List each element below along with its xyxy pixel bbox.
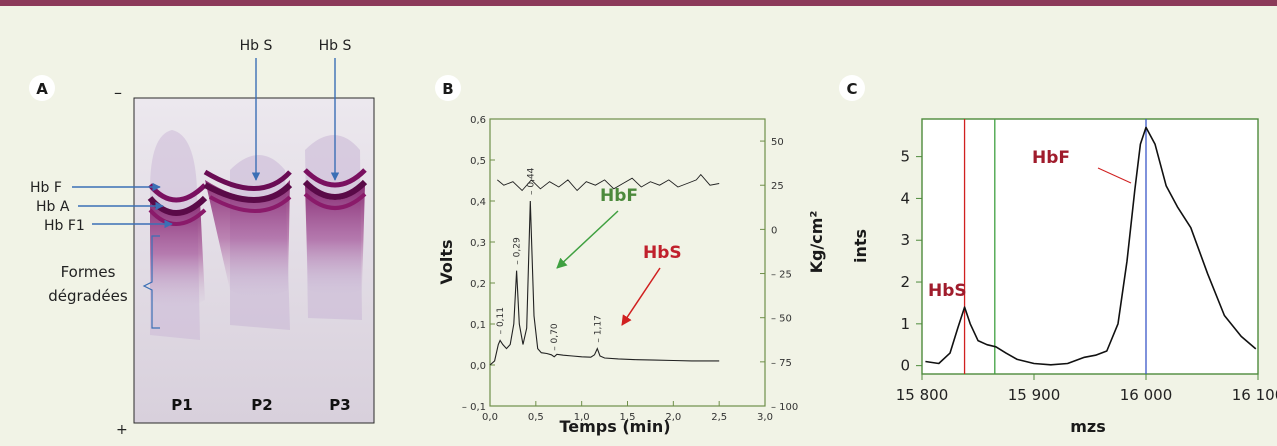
panel-b-ytick-label: 0,0 (470, 361, 486, 372)
panel-c-spectrum-line (925, 126, 1257, 366)
panel-b-ytick-label: 0,4 (470, 197, 486, 208)
hba-label: Hb A (36, 199, 70, 215)
panel-b-xtick-label: 0,0 (482, 412, 498, 423)
hbs-label-lane-2: Hb S (240, 38, 273, 54)
panel-c-xtick-label: 16 100 (1232, 386, 1277, 404)
gel-lane-p1 (147, 130, 208, 340)
panel-b-peak-label: – 0,44 (526, 167, 536, 195)
panel-b-ytick-right-label: 0 (771, 225, 777, 236)
panel-b-ytick-right-label: – 50 (771, 314, 792, 325)
panel-b-chromatogram-line (489, 200, 720, 366)
panel-b-hbf-arrow (556, 210, 619, 269)
panel-b-ytick-label: 0,3 (470, 238, 486, 249)
panel-b-peak-label: – 1,17 (593, 315, 603, 342)
panel-b-xtick-label: 2,5 (711, 412, 727, 423)
panel-b-ytick-label: 0,6 (470, 115, 486, 126)
panel-c-badge-text: C (846, 80, 857, 98)
gel-minus-sign: – (114, 83, 122, 102)
panel-b-ylabel-left: Volts (437, 239, 456, 284)
panel-c-ytick-label: 1 (900, 315, 910, 333)
panel-c-ytick-label: 4 (900, 189, 910, 207)
panel-b-hbf-annotation: HbF (600, 186, 638, 206)
panel-b-peak-label: – 0,70 (550, 323, 560, 351)
panel-b-ytick-label: 0,5 (470, 156, 486, 167)
panel-b-peak-label: – 0,11 (496, 307, 506, 334)
panel-a-badge (29, 75, 55, 101)
panel-c-ytick-label: 3 (900, 231, 910, 249)
panel-b-hbs-annotation: HbS (643, 243, 682, 263)
panel-c-ytick-label: 2 (900, 273, 910, 291)
degraded-label-line1: Formes (61, 263, 116, 281)
panel-c-frame (921, 118, 1259, 375)
panel-c-xtick-label: 15 800 (896, 386, 949, 404)
panel-b-xtick-label: 2,0 (665, 412, 681, 423)
panel-b-ytick-right-label: – 25 (771, 270, 792, 281)
panel-b-ytick-label: 0,2 (470, 279, 486, 290)
degraded-label-line2: dégradées (48, 287, 128, 305)
panel-b-peak-label: – 0,29 (513, 237, 523, 265)
gel-plus-sign: + (116, 422, 128, 438)
hbf-label: Hb F (30, 180, 62, 196)
panel-c-xlabel: mzs (1070, 417, 1106, 436)
panel-c-hbs-annotation: HbS (928, 281, 967, 301)
panel-c-xtick-label: 16 000 (1120, 386, 1173, 404)
panel-b-xlabel: Temps (min) (559, 417, 670, 436)
degraded-bracket (142, 235, 160, 329)
gel-lane-p2 (203, 155, 293, 330)
panel-c-xtick-label: 15 900 (1008, 386, 1061, 404)
panel-c-hbf-pointer (1097, 167, 1132, 184)
panel-b-ylabel-right: Kg/cm² (807, 211, 826, 274)
panel-b-ytick-right-label: – 75 (771, 358, 792, 369)
panel-b-xtick-label: 0,5 (528, 412, 544, 423)
hbs-label-lane-3: Hb S (319, 38, 352, 54)
panel-b-ytick-right-label: 50 (771, 137, 784, 148)
panel-c-ytick-label: 5 (900, 148, 910, 166)
panel-a-badge-text: A (36, 80, 48, 98)
panel-b-xtick-label: 1,5 (620, 412, 636, 423)
panel-b-ytick-right-label: – 100 (771, 402, 798, 413)
panel-b-pressure-line (497, 173, 720, 192)
panel-b-hbs-arrow (621, 267, 661, 326)
panel-b-ytick-label: 0,1 (470, 320, 486, 331)
panel-b-ytick-label: – 0,1 (462, 402, 486, 413)
panel-c-ylabel: ints (851, 229, 870, 263)
panel-c-ytick-label: 0 (900, 357, 910, 375)
lane-label-p1: P1 (171, 396, 192, 414)
panel-b-xtick-label: 1,0 (574, 412, 590, 423)
lane-label-p2: P2 (251, 396, 272, 414)
panel-b-xtick-label: 3,0 (757, 412, 773, 423)
panel-b-badge (435, 75, 461, 101)
gel-lane-p3 (302, 135, 368, 320)
panel-b-badge-text: B (442, 80, 453, 98)
hbf1-label: Hb F1 (44, 218, 85, 234)
panel-c-badge (839, 75, 865, 101)
top-bar (0, 0, 1277, 6)
lane-label-p3: P3 (329, 396, 350, 414)
panel-c-hbf-annotation: HbF (1032, 148, 1070, 168)
panel-b-ytick-right-label: 25 (771, 181, 784, 192)
